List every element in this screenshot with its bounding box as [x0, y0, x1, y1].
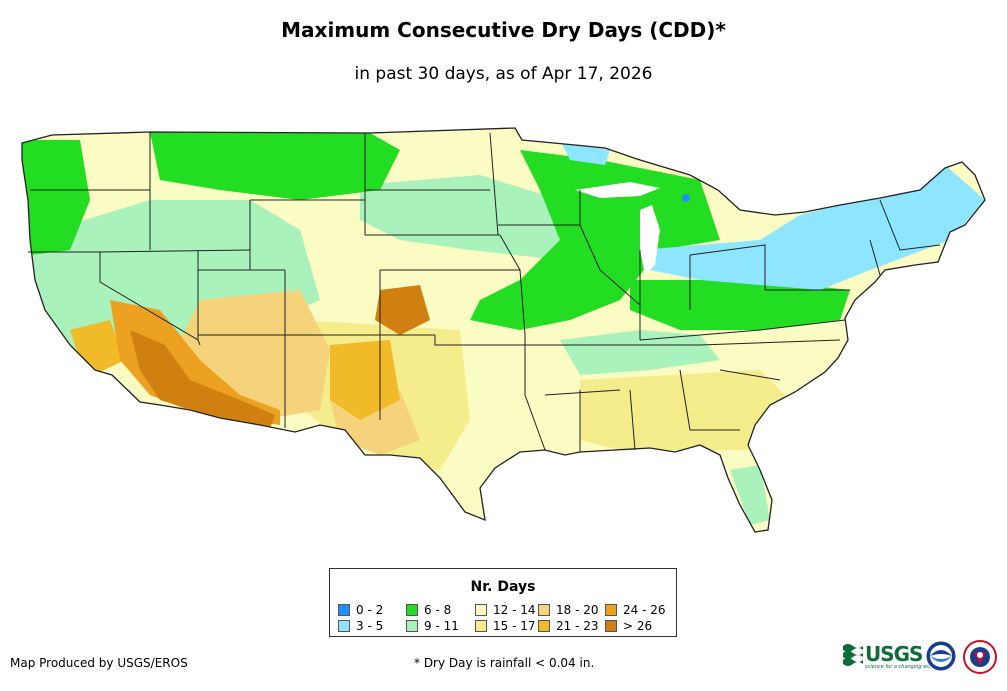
legend-item-24-26: 24 - 26	[605, 603, 666, 617]
legend-item-0-2: 0 - 2	[338, 603, 383, 617]
zone-9-11-florida	[730, 465, 770, 525]
legend-item-18-20: 18 - 20	[538, 603, 599, 617]
nws-logo	[963, 640, 997, 674]
legend-item-3-5: 3 - 5	[338, 619, 383, 633]
legend-swatch	[338, 603, 350, 616]
legend-swatch	[406, 603, 418, 616]
legend-item-9-11: 9 - 11	[406, 619, 459, 633]
legend-swatch	[605, 619, 617, 632]
legend-label: 12 - 14	[493, 603, 536, 617]
usgs-logo-text: USGS	[865, 642, 923, 666]
legend-swatch	[605, 603, 617, 616]
legend-swatch	[475, 603, 487, 616]
zone-9-11-plains	[360, 175, 560, 260]
zone-over-26-desert	[130, 330, 275, 428]
legend-label: 18 - 20	[556, 603, 599, 617]
lake-superior	[575, 182, 660, 198]
zone-3-5-northeast	[640, 165, 985, 290]
zone-6-8-northern-rockies	[150, 132, 400, 200]
zone-0-2-michigan	[682, 194, 690, 202]
dry-day-footnote: * Dry Day is rainfall < 0.04 in.	[414, 656, 595, 670]
state-borders	[21, 127, 986, 533]
legend-label: 6 - 8	[424, 603, 452, 617]
legend-item-over-26: > 26	[605, 619, 652, 633]
legend-item-6-8: 6 - 8	[406, 603, 451, 617]
usgs-logo: USGS science for a changing world	[843, 641, 937, 670]
legend-item-12-14: 12 - 14	[475, 603, 536, 617]
cdd-map	[21, 127, 986, 533]
zone-3-5-great-lakes	[560, 140, 610, 165]
legend-item-15-17: 15 - 17	[475, 619, 536, 633]
legend-label: 0 - 2	[356, 603, 384, 617]
legend-label: 21 - 23	[556, 619, 599, 633]
legend-swatch	[338, 619, 350, 632]
map-title: Maximum Consecutive Dry Days (CDD)*	[281, 18, 726, 42]
legend-label: 3 - 5	[356, 619, 384, 633]
zone-6-8-pacific-northwest	[22, 140, 90, 255]
usgs-wave-icon	[843, 644, 863, 666]
legend-label: 9 - 11	[424, 619, 459, 633]
zone-6-8-upper-midwest	[470, 150, 720, 330]
legend-swatch	[538, 619, 550, 632]
zone-over-26-colorado	[375, 285, 430, 335]
legend-title: Nr. Days	[470, 579, 536, 595]
lake-michigan	[640, 205, 660, 275]
legend-label: > 26	[623, 619, 653, 633]
zone-9-11-southeast	[560, 330, 720, 375]
legend-label: 15 - 17	[493, 619, 536, 633]
zone-24-26-desert	[110, 300, 280, 425]
zone-15-17-southeast	[580, 370, 790, 450]
map-legend: Nr. Days 0 - 2 3 - 5 6 - 8 9 - 11 12 - 1…	[329, 568, 677, 637]
legend-swatch	[406, 619, 418, 632]
legend-label: 24 - 26	[623, 603, 666, 617]
usgs-tagline: science for a changing world	[865, 664, 937, 670]
map-subtitle: in past 30 days, as of Apr 17, 2026	[354, 64, 653, 84]
legend-swatch	[475, 619, 487, 632]
producer-credit: Map Produced by USGS/EROS	[10, 656, 188, 670]
zone-6-8-ohio-valley	[630, 280, 850, 330]
noaa-logo	[925, 640, 957, 672]
legend-item-21-23: 21 - 23	[538, 619, 599, 633]
zone-21-23-newmexico	[330, 340, 400, 420]
legend-swatch	[538, 603, 550, 616]
